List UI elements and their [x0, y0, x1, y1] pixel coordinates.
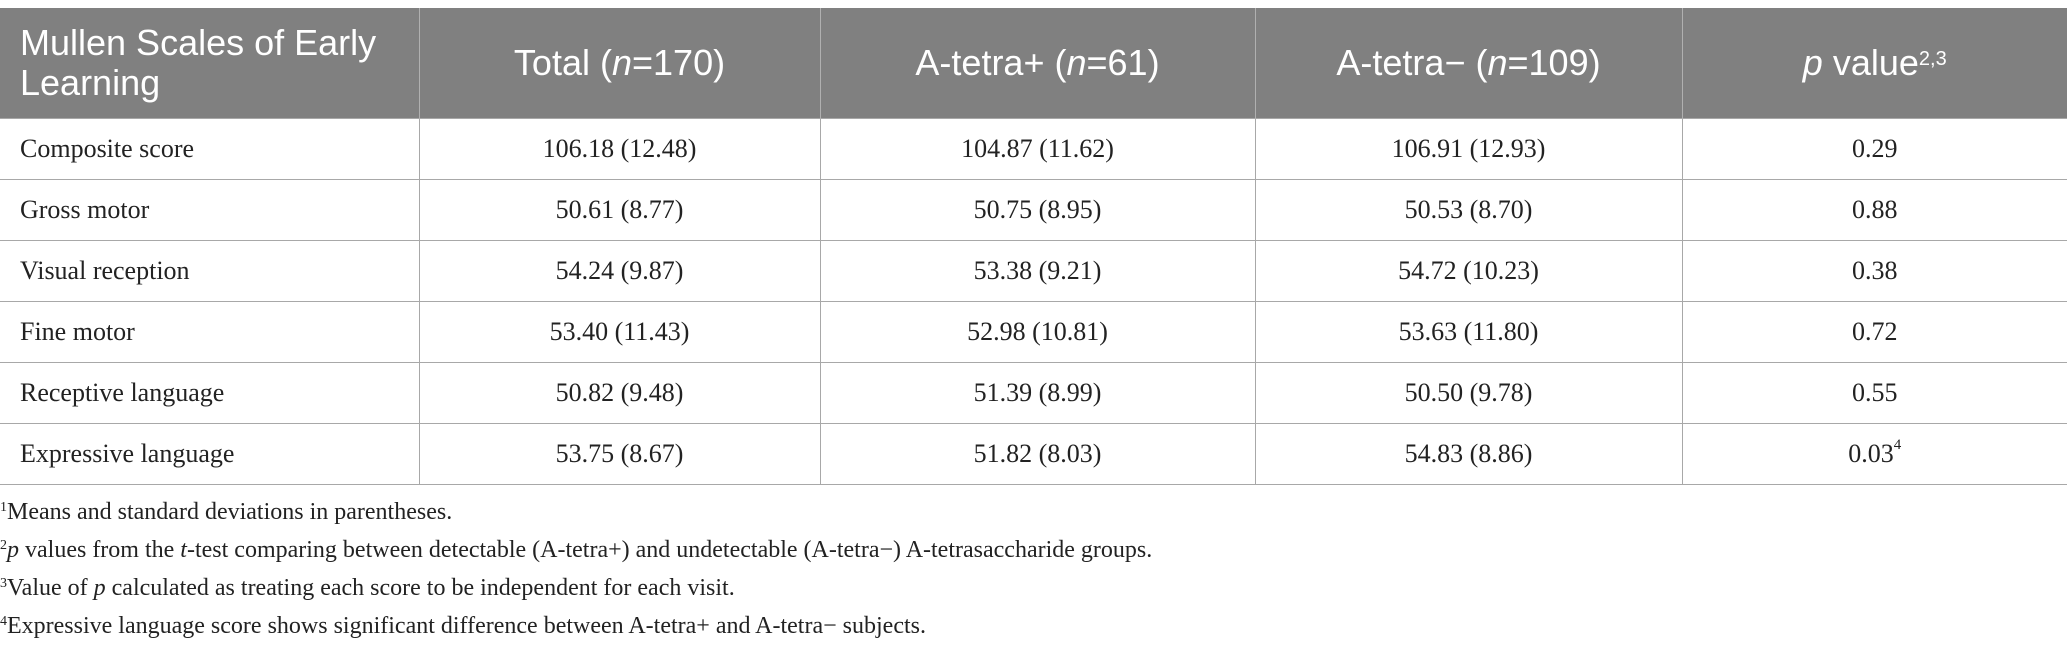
header-total: Total (n=170) [419, 8, 821, 118]
cell-atetra-positive: 51.39 (8.99) [820, 362, 1256, 424]
row-label: Fine motor [0, 301, 420, 363]
table-header: Mullen Scales of Early Learning Total (n… [0, 8, 2067, 118]
table-row: Fine motor 53.40 (11.43) 52.98 (10.81) 5… [0, 301, 2067, 363]
cell-total: 106.18 (12.48) [419, 117, 821, 180]
cell-atetra-positive: 51.82 (8.03) [820, 423, 1256, 485]
cell-atetra-negative: 50.53 (8.70) [1255, 179, 1683, 241]
cell-total: 54.24 (9.87) [419, 240, 821, 302]
row-label: Expressive language [0, 423, 420, 485]
header-row: Mullen Scales of Early Learning Total (n… [0, 8, 2067, 118]
cell-atetra-negative: 53.63 (11.80) [1255, 301, 1683, 363]
header-p-value: p value2,3 [1682, 8, 2067, 118]
cell-p-value: 0.55 [1682, 362, 2067, 424]
cell-p-value: 0.38 [1682, 240, 2067, 302]
cell-p-value: 0.72 [1682, 301, 2067, 363]
header-atetra-negative: A-tetra− (n=109) [1255, 8, 1683, 118]
cell-atetra-positive: 53.38 (9.21) [820, 240, 1256, 302]
cell-atetra-negative: 106.91 (12.93) [1255, 117, 1683, 180]
mullen-scores-table: Mullen Scales of Early Learning Total (n… [0, 8, 2067, 485]
row-label: Visual reception [0, 240, 420, 302]
table-footnotes: 1Means and standard deviations in parent… [0, 493, 1152, 645]
cell-atetra-negative: 54.83 (8.86) [1255, 423, 1683, 485]
cell-p-value: 0.034 [1682, 423, 2067, 485]
header-atetra-positive: A-tetra+ (n=61) [820, 8, 1256, 118]
table-row: Visual reception 54.24 (9.87) 53.38 (9.2… [0, 240, 2067, 302]
table-row: Gross motor 50.61 (8.77) 50.75 (8.95) 50… [0, 179, 2067, 241]
cell-atetra-positive: 52.98 (10.81) [820, 301, 1256, 363]
cell-total: 53.75 (8.67) [419, 423, 821, 485]
table-row: Composite score 106.18 (12.48) 104.87 (1… [0, 117, 2067, 180]
header-scale: Mullen Scales of Early Learning [0, 8, 420, 118]
row-label: Composite score [0, 117, 420, 180]
row-label: Receptive language [0, 362, 420, 424]
cell-atetra-positive: 50.75 (8.95) [820, 179, 1256, 241]
cell-total: 53.40 (11.43) [419, 301, 821, 363]
cell-total: 50.61 (8.77) [419, 179, 821, 241]
table-row: Receptive language 50.82 (9.48) 51.39 (8… [0, 362, 2067, 424]
table-body: Composite score 106.18 (12.48) 104.87 (1… [0, 117, 2067, 485]
table-row: Expressive language 53.75 (8.67) 51.82 (… [0, 423, 2067, 485]
footnote-3: 3Value of p calculated as treating each … [0, 575, 735, 601]
cell-total: 50.82 (9.48) [419, 362, 821, 424]
cell-atetra-negative: 54.72 (10.23) [1255, 240, 1683, 302]
row-label: Gross motor [0, 179, 420, 241]
footnote-1: 1Means and standard deviations in parent… [0, 499, 453, 525]
results-table-wrapper: Mullen Scales of Early Learning Total (n… [0, 8, 2067, 485]
footnote-4: 4Expressive language score shows signifi… [0, 613, 926, 639]
footnote-2: 2p values from the t-test comparing betw… [0, 537, 1153, 563]
cell-atetra-positive: 104.87 (11.62) [820, 117, 1256, 180]
cell-p-value: 0.88 [1682, 179, 2067, 241]
cell-atetra-negative: 50.50 (9.78) [1255, 362, 1683, 424]
cell-p-value: 0.29 [1682, 117, 2067, 180]
